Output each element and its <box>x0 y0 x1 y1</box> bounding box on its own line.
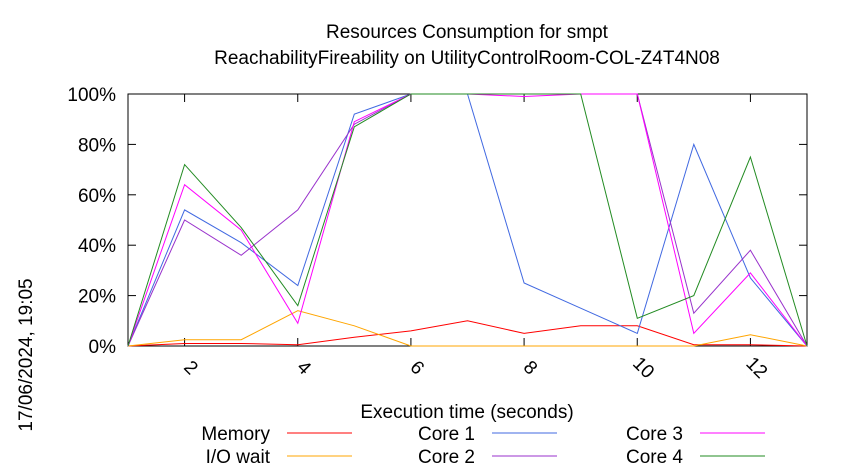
x-tick-label: 10 <box>628 353 658 383</box>
chart-title: Resources Consumption for smpt <box>326 22 609 43</box>
x-tick-label: 6 <box>406 357 428 379</box>
plot-border <box>127 93 808 347</box>
x-tick-label: 8 <box>519 357 541 379</box>
chart-subtitle: ReachabilityFireability on UtilityContro… <box>214 48 720 69</box>
legend-label: I/O wait <box>206 447 271 468</box>
y-axis: 0% 20% 40% 60% 80% 100% <box>67 85 807 358</box>
x-tick-label: 2 <box>179 357 201 379</box>
series-line-core-3 <box>127 93 808 347</box>
y-tick-label: 100% <box>67 85 116 106</box>
legend-label: Core 2 <box>418 447 475 468</box>
y-tick-label: 0% <box>89 337 117 358</box>
series-line-i-o-wait <box>127 310 808 347</box>
legend-label: Core 4 <box>626 447 683 468</box>
x-tick-label: 12 <box>741 353 771 383</box>
y-tick-label: 40% <box>78 236 116 257</box>
series-line-core-4 <box>127 93 808 347</box>
x-tick-label: 4 <box>292 357 315 380</box>
series-line-core-1 <box>127 93 808 347</box>
x-axis-label: Execution time (seconds) <box>360 402 573 423</box>
plot-area <box>127 93 808 347</box>
series-line-core-2 <box>127 93 808 347</box>
series-line-memory <box>127 320 808 347</box>
y-tick-label: 60% <box>78 186 116 207</box>
legend-label: Core 3 <box>626 424 683 445</box>
legend-label: Memory <box>201 424 270 445</box>
timestamp-label: 17/06/2024, 19:05 <box>16 278 37 431</box>
series-lines <box>127 93 808 347</box>
y-tick-label: 80% <box>78 135 116 156</box>
legend-label: Core 1 <box>418 424 475 445</box>
y-tick-label: 20% <box>78 287 116 308</box>
x-axis: 2 4 6 8 10 12 <box>179 94 771 383</box>
